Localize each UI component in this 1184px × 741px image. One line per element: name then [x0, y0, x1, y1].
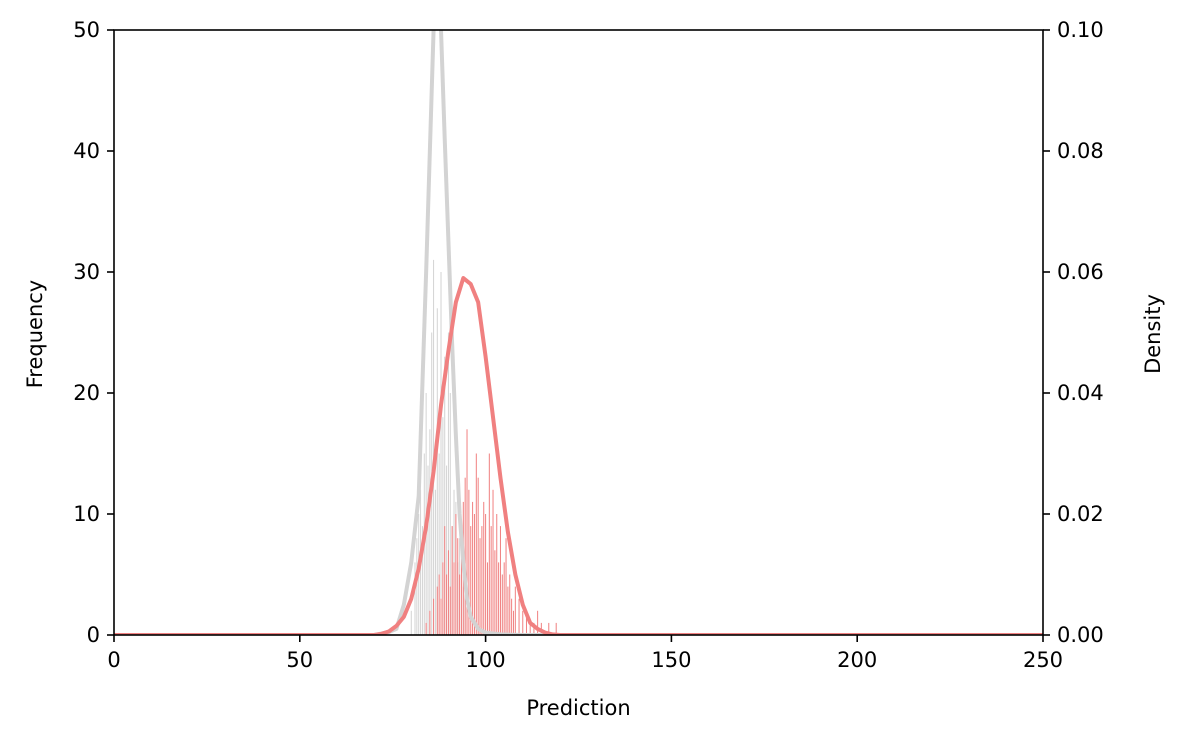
histogram-bar-series-0 [446, 465, 448, 635]
histogram-bar-series-0 [442, 417, 444, 635]
x-tick-label: 200 [837, 648, 877, 672]
y-tick-label: 0 [87, 623, 100, 647]
histogram-bar-series-1 [455, 514, 457, 635]
histogram-bar-series-1 [470, 526, 472, 635]
histogram-bar-series-1 [472, 501, 474, 635]
histogram-bar-series-1 [522, 610, 524, 635]
histogram-bar-series-1 [525, 610, 527, 635]
density-line-series-2 [114, 30, 1043, 635]
y2-tick-label: 0.04 [1057, 381, 1104, 405]
x-tick-label: 50 [286, 648, 313, 672]
histogram-bar-series-0 [440, 272, 442, 635]
histogram-bar-series-1 [457, 538, 459, 635]
histogram-bar-series-1 [453, 562, 455, 635]
histogram-bar-series-1 [433, 598, 435, 635]
histogram-bar-series-0 [447, 332, 449, 635]
histogram-bar-series-1 [518, 598, 520, 635]
histogram-bar-series-1 [494, 550, 496, 635]
y-tick-label: 50 [73, 18, 100, 42]
histogram-bar-series-1 [548, 622, 550, 635]
histogram-bar-series-0 [427, 465, 429, 635]
histogram-bar-series-0 [416, 538, 418, 635]
histogram-bar-series-0 [438, 453, 440, 635]
histogram-bar-series-0 [444, 356, 446, 635]
histogram-bar-series-1 [488, 453, 490, 635]
histogram-bar-series-1 [511, 598, 513, 635]
histogram-bar-series-1 [529, 622, 531, 635]
y-tick-label: 30 [73, 260, 100, 284]
histogram-bar-series-0 [449, 393, 451, 635]
series-group [114, 30, 1043, 635]
histogram-bar-series-1 [512, 610, 514, 635]
x-tick-label: 100 [466, 648, 506, 672]
histogram-bar-series-1 [477, 477, 479, 635]
plot-frame [113, 29, 1044, 636]
y2-tick-label: 0.00 [1057, 623, 1104, 647]
y2-tick-label: 0.10 [1057, 18, 1104, 42]
ticks: 0 50 100 150 200 250 0 10 20 30 40 50 0.00 0.02 0.04 0.… [73, 18, 1104, 672]
y2-tick-label: 0.06 [1057, 260, 1104, 284]
x-tick-label: 250 [1023, 648, 1063, 672]
x-axis-title: Prediction [526, 696, 630, 720]
x-tick-label: 0 [107, 648, 120, 672]
histogram-bar-series-0 [433, 259, 435, 635]
histogram-bar-series-1 [425, 622, 427, 635]
histogram-bar-series-1 [464, 477, 466, 635]
histogram-bar-series-1 [498, 562, 500, 635]
histogram-bar-series-1 [503, 562, 505, 635]
histogram-bar-series-0 [414, 562, 416, 635]
histogram-bar-series-1 [501, 574, 503, 635]
histogram-bar-series-0 [434, 489, 436, 635]
histogram-bar-series-0 [436, 308, 438, 635]
y2-axis-title: Density [1141, 294, 1165, 374]
histogram-bar-series-1 [486, 562, 488, 635]
histogram-bar-series-1 [475, 453, 477, 635]
histogram-bar-series-1 [492, 489, 494, 635]
histogram-bar-series-1 [440, 598, 442, 635]
histogram-bar-series-1 [505, 538, 507, 635]
y-tick-label: 20 [73, 381, 100, 405]
histogram-bar-series-1 [479, 538, 481, 635]
y-tick-label: 40 [73, 139, 100, 163]
y-tick-label: 10 [73, 502, 100, 526]
histogram-bar-series-1 [449, 586, 451, 635]
histogram-bar-series-1 [481, 526, 483, 635]
histogram-bar-series-1 [442, 562, 444, 635]
x-tick-label: 150 [651, 648, 691, 672]
histogram-bar-series-1 [507, 586, 509, 635]
y2-tick-label: 0.08 [1057, 139, 1104, 163]
histogram-bar-series-1 [537, 610, 539, 635]
y2-tick-label: 0.02 [1057, 502, 1104, 526]
histogram-bar-series-1 [444, 526, 446, 635]
histogram-bar-series-1 [496, 514, 498, 635]
histogram-bar-series-1 [514, 586, 516, 635]
histogram-bar-series-0 [429, 429, 431, 635]
axes-frame [113, 29, 1044, 636]
histogram-bar-series-1 [466, 429, 468, 635]
histogram-bar-series-1 [499, 526, 501, 635]
histogram-bar-series-1 [436, 586, 438, 635]
density-line-series-3 [114, 276, 1043, 635]
histogram-bar-series-1 [485, 514, 487, 635]
histogram-bar-series-0 [410, 610, 412, 635]
y-axis-title: Frequency [23, 280, 47, 389]
plot-area [114, 30, 1043, 635]
histogram-bar-series-1 [509, 574, 511, 635]
histogram-bar-series-1 [459, 574, 461, 635]
histogram-bar-series-0 [421, 526, 423, 635]
histogram-bar-series-1 [490, 526, 492, 635]
histogram-bar-series-1 [533, 622, 535, 635]
histogram-bar-series-1 [473, 514, 475, 635]
histogram-bar-series-1 [438, 574, 440, 635]
histogram-bar-series-1 [460, 538, 462, 635]
histogram-bar-series-1 [555, 622, 557, 635]
histogram-bar-series-1 [447, 550, 449, 635]
histogram-bar-series-1 [468, 489, 470, 635]
histogram-bar-series-1 [451, 526, 453, 635]
histogram-bar-series-1 [446, 574, 448, 635]
histogram-bar-series-1 [429, 610, 431, 635]
histogram-bar-series-1 [483, 501, 485, 635]
